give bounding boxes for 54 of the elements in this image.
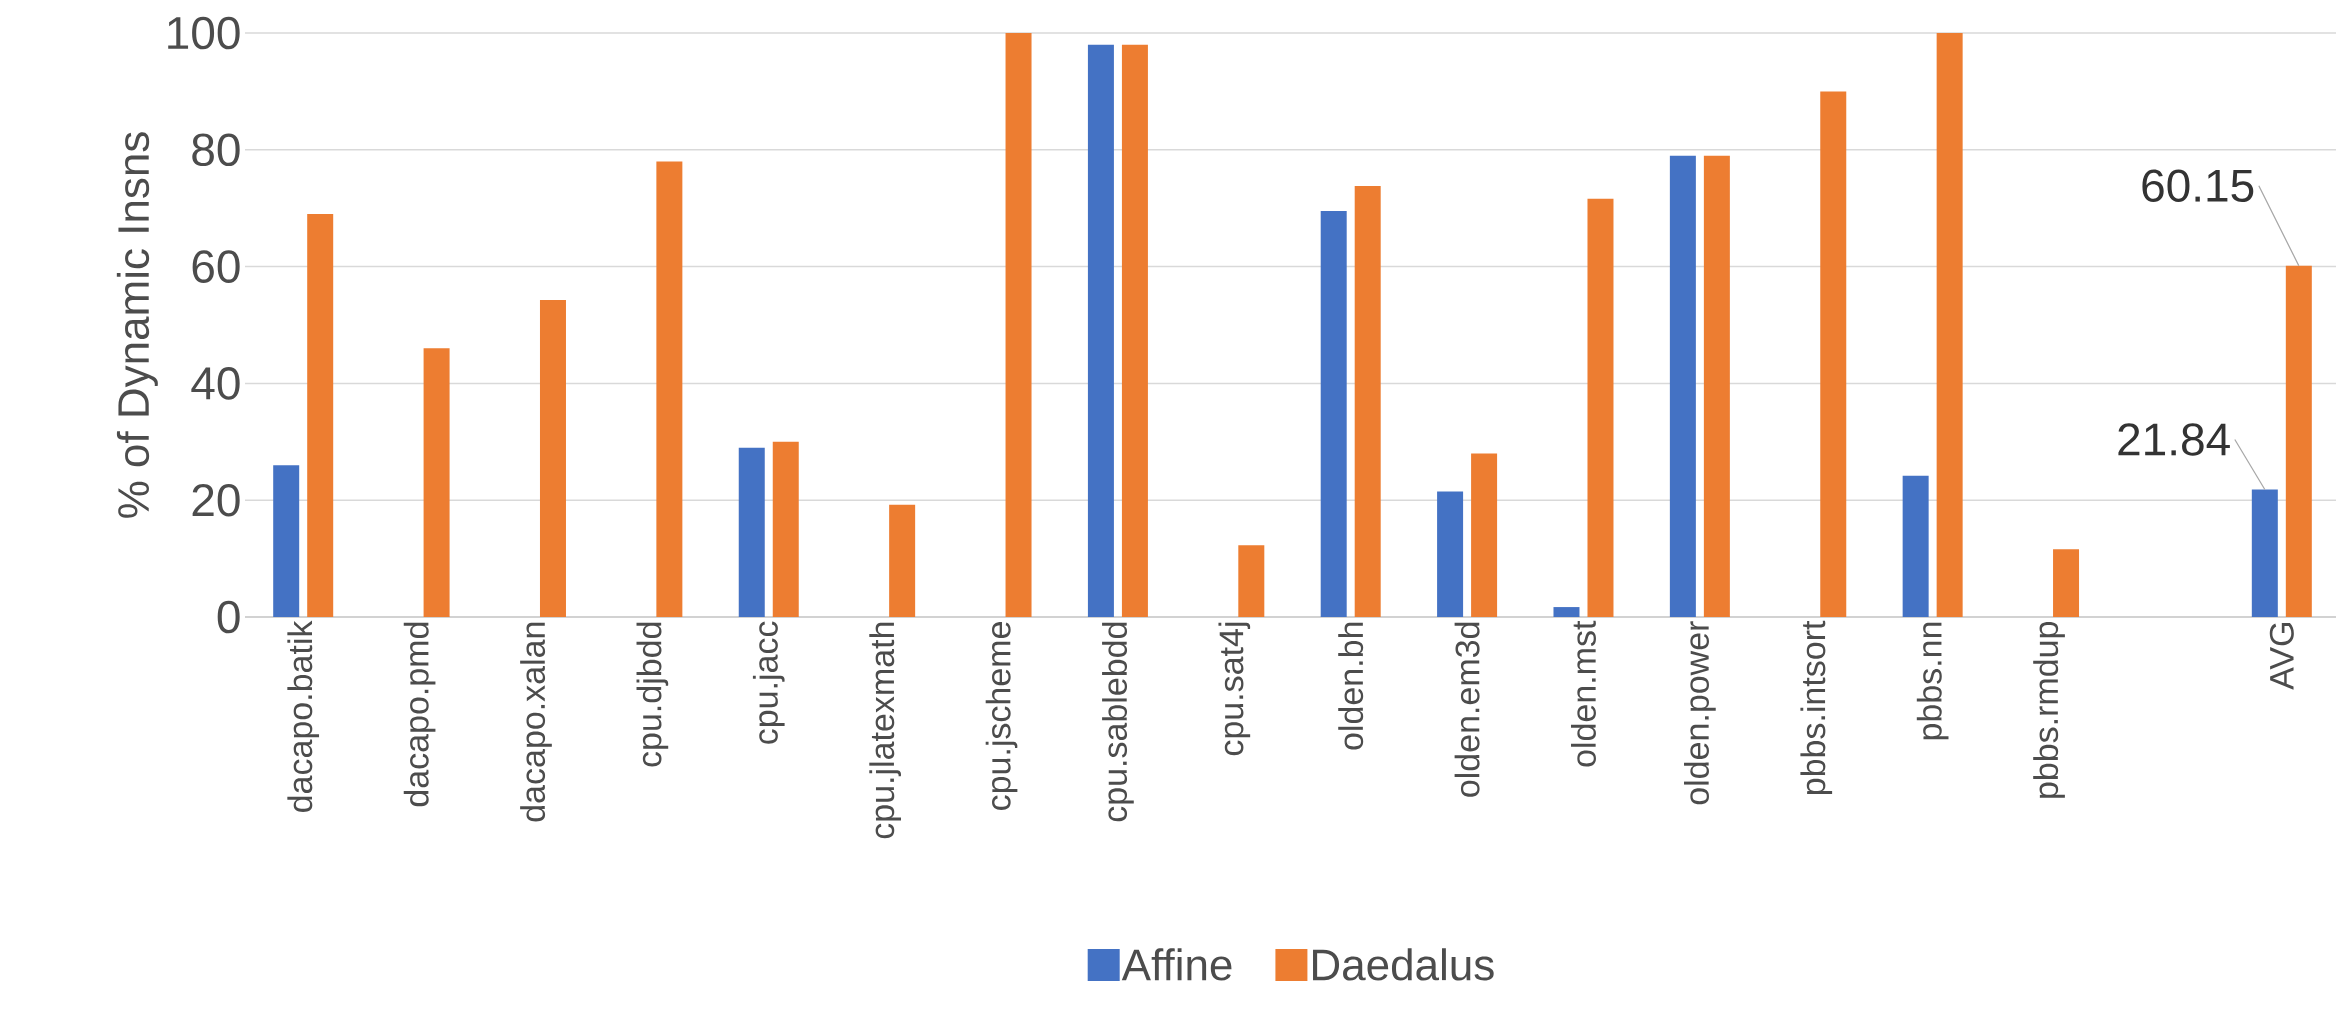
bar — [1902, 475, 1929, 617]
legend-label: Affine — [1121, 948, 1232, 981]
y-tick-label: 40 — [191, 367, 240, 400]
legend-label: Daedalus — [1313, 948, 1494, 981]
x-tick-label: cpu.sat4j — [1218, 622, 1251, 756]
x-tick-label: pbbs.nn — [1916, 622, 1949, 740]
x-tick-label: pbbs.rmdup — [2033, 621, 2065, 798]
y-axis-title: % of Dynamic Insns — [116, 132, 158, 518]
bar — [1005, 32, 1032, 617]
bar — [2251, 489, 2278, 617]
bar — [738, 447, 765, 617]
x-tick-label: olden.mst — [1571, 620, 1596, 767]
data-label: 60.15 — [2142, 169, 2254, 203]
bar — [539, 299, 566, 617]
bar — [273, 465, 300, 617]
y-tick-label: 60 — [192, 250, 240, 283]
y-tick-label: 80 — [192, 133, 240, 167]
x-tick-label: dacapo.xalan — [520, 622, 552, 822]
bar — [1087, 44, 1114, 617]
bar — [1936, 32, 1963, 617]
bar — [1121, 44, 1148, 617]
bar — [1437, 491, 1464, 617]
x-tick-label: olden.em3d — [1454, 622, 1480, 797]
bar — [772, 441, 799, 617]
bar — [1320, 211, 1347, 617]
x-tick-label: cpu.jlatexmath — [869, 622, 901, 839]
bar — [1238, 545, 1265, 617]
x-tick-label: cpu.jscheme — [985, 622, 1018, 810]
bar — [889, 504, 916, 617]
x-tick-label: pbbs.intsort — [1800, 620, 1833, 795]
x-tick-label: dacapo.batik — [287, 620, 320, 812]
bar — [1669, 155, 1696, 617]
x-tick-label: cpu.sablebdd — [1102, 622, 1134, 822]
bar — [307, 214, 334, 617]
x-tick-label: cpu.djbdd — [636, 622, 669, 767]
y-tick-label: 100 — [168, 16, 240, 50]
bar — [423, 348, 450, 617]
y-tick-label: 20 — [192, 483, 240, 517]
data-label: 21.84 — [2118, 423, 2230, 456]
bar — [2285, 265, 2312, 617]
bar — [1471, 453, 1498, 617]
bar — [1553, 607, 1580, 617]
x-tick-label: olden.power — [1684, 621, 1716, 805]
x-tick-label: AVG — [2269, 623, 2294, 690]
bar — [1354, 186, 1381, 617]
bar — [1587, 198, 1614, 617]
bar — [1820, 91, 1847, 617]
y-tick-label: 0 — [217, 600, 240, 634]
bar — [656, 161, 683, 617]
bar — [1703, 155, 1730, 617]
bar — [2053, 549, 2080, 617]
x-tick-label: dacapo.pmd — [403, 622, 436, 807]
x-tick-label: cpu.jacc — [752, 621, 785, 744]
x-tick-label: olden.bh — [1338, 622, 1364, 750]
